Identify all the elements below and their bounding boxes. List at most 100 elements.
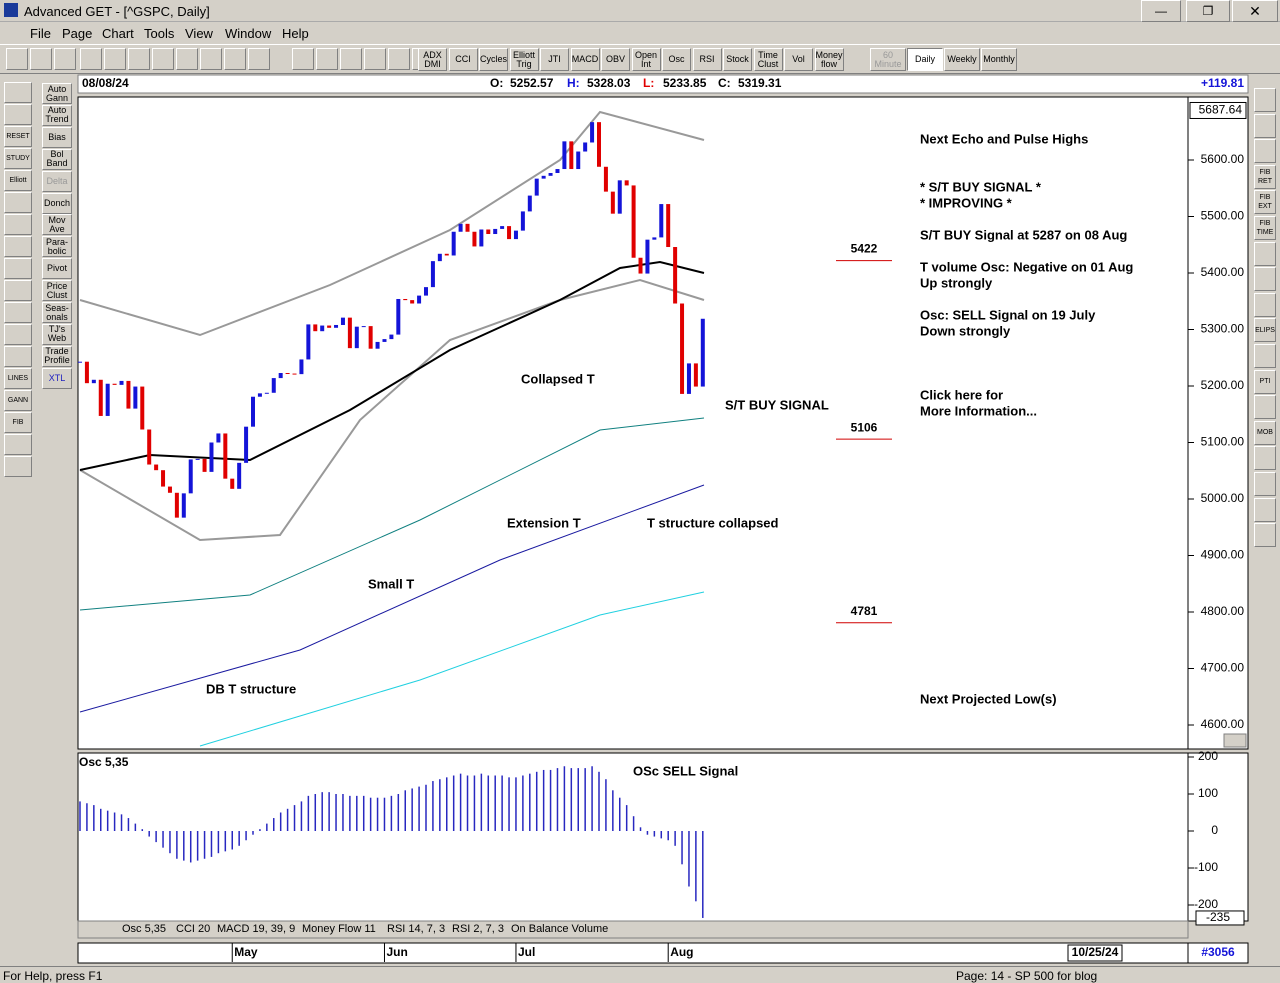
study-button[interactable]: Pivot (42, 258, 72, 280)
tool-icon[interactable]: STUDY (4, 148, 32, 169)
study-button[interactable]: Bias (42, 126, 72, 148)
tool-icon[interactable] (340, 48, 362, 70)
tab[interactable]: RSI 14, 7, 3 (387, 923, 445, 935)
tool-icon[interactable] (4, 302, 32, 323)
close[interactable]: ✕ (1232, 0, 1278, 22)
menu-item[interactable]: View (185, 26, 213, 41)
tool-icon[interactable]: GANN (4, 390, 32, 411)
tool-icon[interactable] (224, 48, 246, 70)
tool-icon[interactable] (4, 82, 32, 103)
tool-icon[interactable] (1254, 113, 1276, 138)
tool-icon[interactable] (364, 48, 386, 70)
tool-icon[interactable] (4, 214, 32, 235)
tool-icon[interactable] (388, 48, 410, 70)
tool-icon[interactable] (200, 48, 222, 70)
tab[interactable]: Osc 5,35 (122, 923, 166, 935)
study-button[interactable]: Trade Profile (42, 345, 72, 367)
study-button[interactable]: Auto Gann (42, 83, 72, 104)
indicator-button[interactable]: RSI (692, 48, 722, 71)
tab[interactable]: CCI 20 (176, 923, 210, 935)
indicator-button[interactable]: Vol (784, 48, 813, 71)
tool-icon[interactable] (54, 48, 76, 70)
tool-icon[interactable] (1254, 344, 1276, 368)
tool-icon[interactable] (6, 48, 28, 70)
menu-item[interactable]: Help (282, 26, 309, 41)
indicator-button[interactable]: Osc (662, 48, 691, 71)
tab[interactable]: Money Flow 11 (302, 923, 376, 935)
indicator-button[interactable]: Time Clust (753, 48, 783, 71)
tool-icon[interactable] (292, 48, 314, 70)
menu-item[interactable]: Window (225, 26, 272, 41)
zoom-button[interactable] (1223, 733, 1247, 748)
indicator-button[interactable]: Money flow (814, 48, 844, 71)
tool-icon[interactable]: ELIPS (1254, 318, 1276, 343)
tool-icon[interactable] (316, 48, 338, 70)
tool-icon[interactable] (4, 434, 32, 455)
period-button[interactable]: Weekly (944, 48, 980, 71)
tool-icon[interactable] (176, 48, 198, 70)
tool-icon[interactable] (4, 236, 32, 257)
study-button[interactable]: Donch (42, 192, 72, 214)
indicator-button[interactable]: ADX DMI (418, 48, 447, 71)
indicator-button[interactable]: JTI (540, 48, 569, 71)
study-button[interactable]: Mov Ave (42, 214, 72, 236)
tool-icon[interactable] (1254, 497, 1276, 522)
tool-icon[interactable] (128, 48, 150, 70)
study-button[interactable]: Bol Band (42, 148, 72, 170)
tool-icon[interactable] (4, 280, 32, 301)
tool-icon[interactable]: Elliott (4, 170, 32, 191)
tool-icon[interactable]: PTI (1254, 369, 1276, 394)
note[interactable]: Click here for (920, 387, 1003, 402)
study-button[interactable]: Price Clust (42, 280, 72, 302)
tool-icon[interactable] (4, 104, 32, 125)
indicator-button[interactable]: Cycles (479, 48, 508, 71)
tool-icon[interactable]: LINES (4, 368, 32, 389)
tool-icon[interactable] (4, 346, 32, 367)
tool-icon[interactable] (1254, 395, 1276, 420)
tool-icon[interactable]: RESET (4, 126, 32, 147)
menu-item[interactable]: Chart (102, 26, 134, 41)
indicator-button[interactable]: MACD (570, 48, 600, 71)
study-button[interactable]: TJ's Web (42, 323, 72, 345)
tool-icon[interactable] (30, 48, 52, 70)
study-button[interactable]: XTL (42, 367, 72, 389)
tool-icon[interactable]: FIB (4, 412, 32, 433)
tool-icon[interactable] (1254, 472, 1276, 496)
tool-icon[interactable] (4, 456, 32, 477)
tool-icon[interactable] (1254, 88, 1276, 112)
tool-icon[interactable] (104, 48, 126, 70)
tab[interactable]: RSI 2, 7, 3 (452, 923, 504, 935)
minimize[interactable]: — (1141, 0, 1181, 22)
period-button[interactable]: Daily (907, 48, 943, 71)
indicator-button[interactable]: Open Int (631, 48, 661, 71)
tool-icon[interactable] (1254, 446, 1276, 471)
tool-icon[interactable] (80, 48, 102, 70)
tab[interactable]: On Balance Volume (511, 923, 608, 935)
tool-icon[interactable] (1254, 523, 1276, 548)
indicator-button[interactable]: Stock (723, 48, 752, 71)
menu-item[interactable]: Tools (144, 26, 175, 41)
indicator-button[interactable]: OBV (601, 48, 630, 71)
menu-item[interactable]: File (30, 26, 51, 41)
tool-icon[interactable] (1254, 267, 1276, 292)
study-button[interactable]: Para-bolic (42, 236, 72, 258)
tool-icon[interactable] (248, 48, 270, 70)
tool-icon[interactable] (1254, 241, 1276, 266)
tool-icon[interactable] (4, 192, 32, 213)
tool-icon[interactable]: FIB RET (1254, 164, 1276, 189)
maximize[interactable]: ❐ (1186, 0, 1230, 22)
tool-icon[interactable]: MOB (1254, 420, 1276, 445)
menu-item[interactable]: Page (62, 26, 93, 41)
period-button[interactable]: 60 Minute (870, 48, 906, 71)
indicator-button[interactable]: Elliott Trig (509, 48, 539, 71)
tool-icon[interactable] (152, 48, 174, 70)
tool-icon[interactable]: FIB EXT (1254, 190, 1276, 215)
study-button[interactable]: Delta (42, 170, 72, 192)
note[interactable]: More Information... (920, 403, 1037, 418)
indicator-button[interactable]: CCI (448, 48, 478, 71)
tool-icon[interactable] (1254, 139, 1276, 164)
tool-icon[interactable]: FIB TIME (1254, 216, 1276, 240)
tool-icon[interactable] (4, 324, 32, 345)
study-button[interactable]: Seas-onals (42, 302, 72, 323)
tool-icon[interactable] (4, 258, 32, 279)
